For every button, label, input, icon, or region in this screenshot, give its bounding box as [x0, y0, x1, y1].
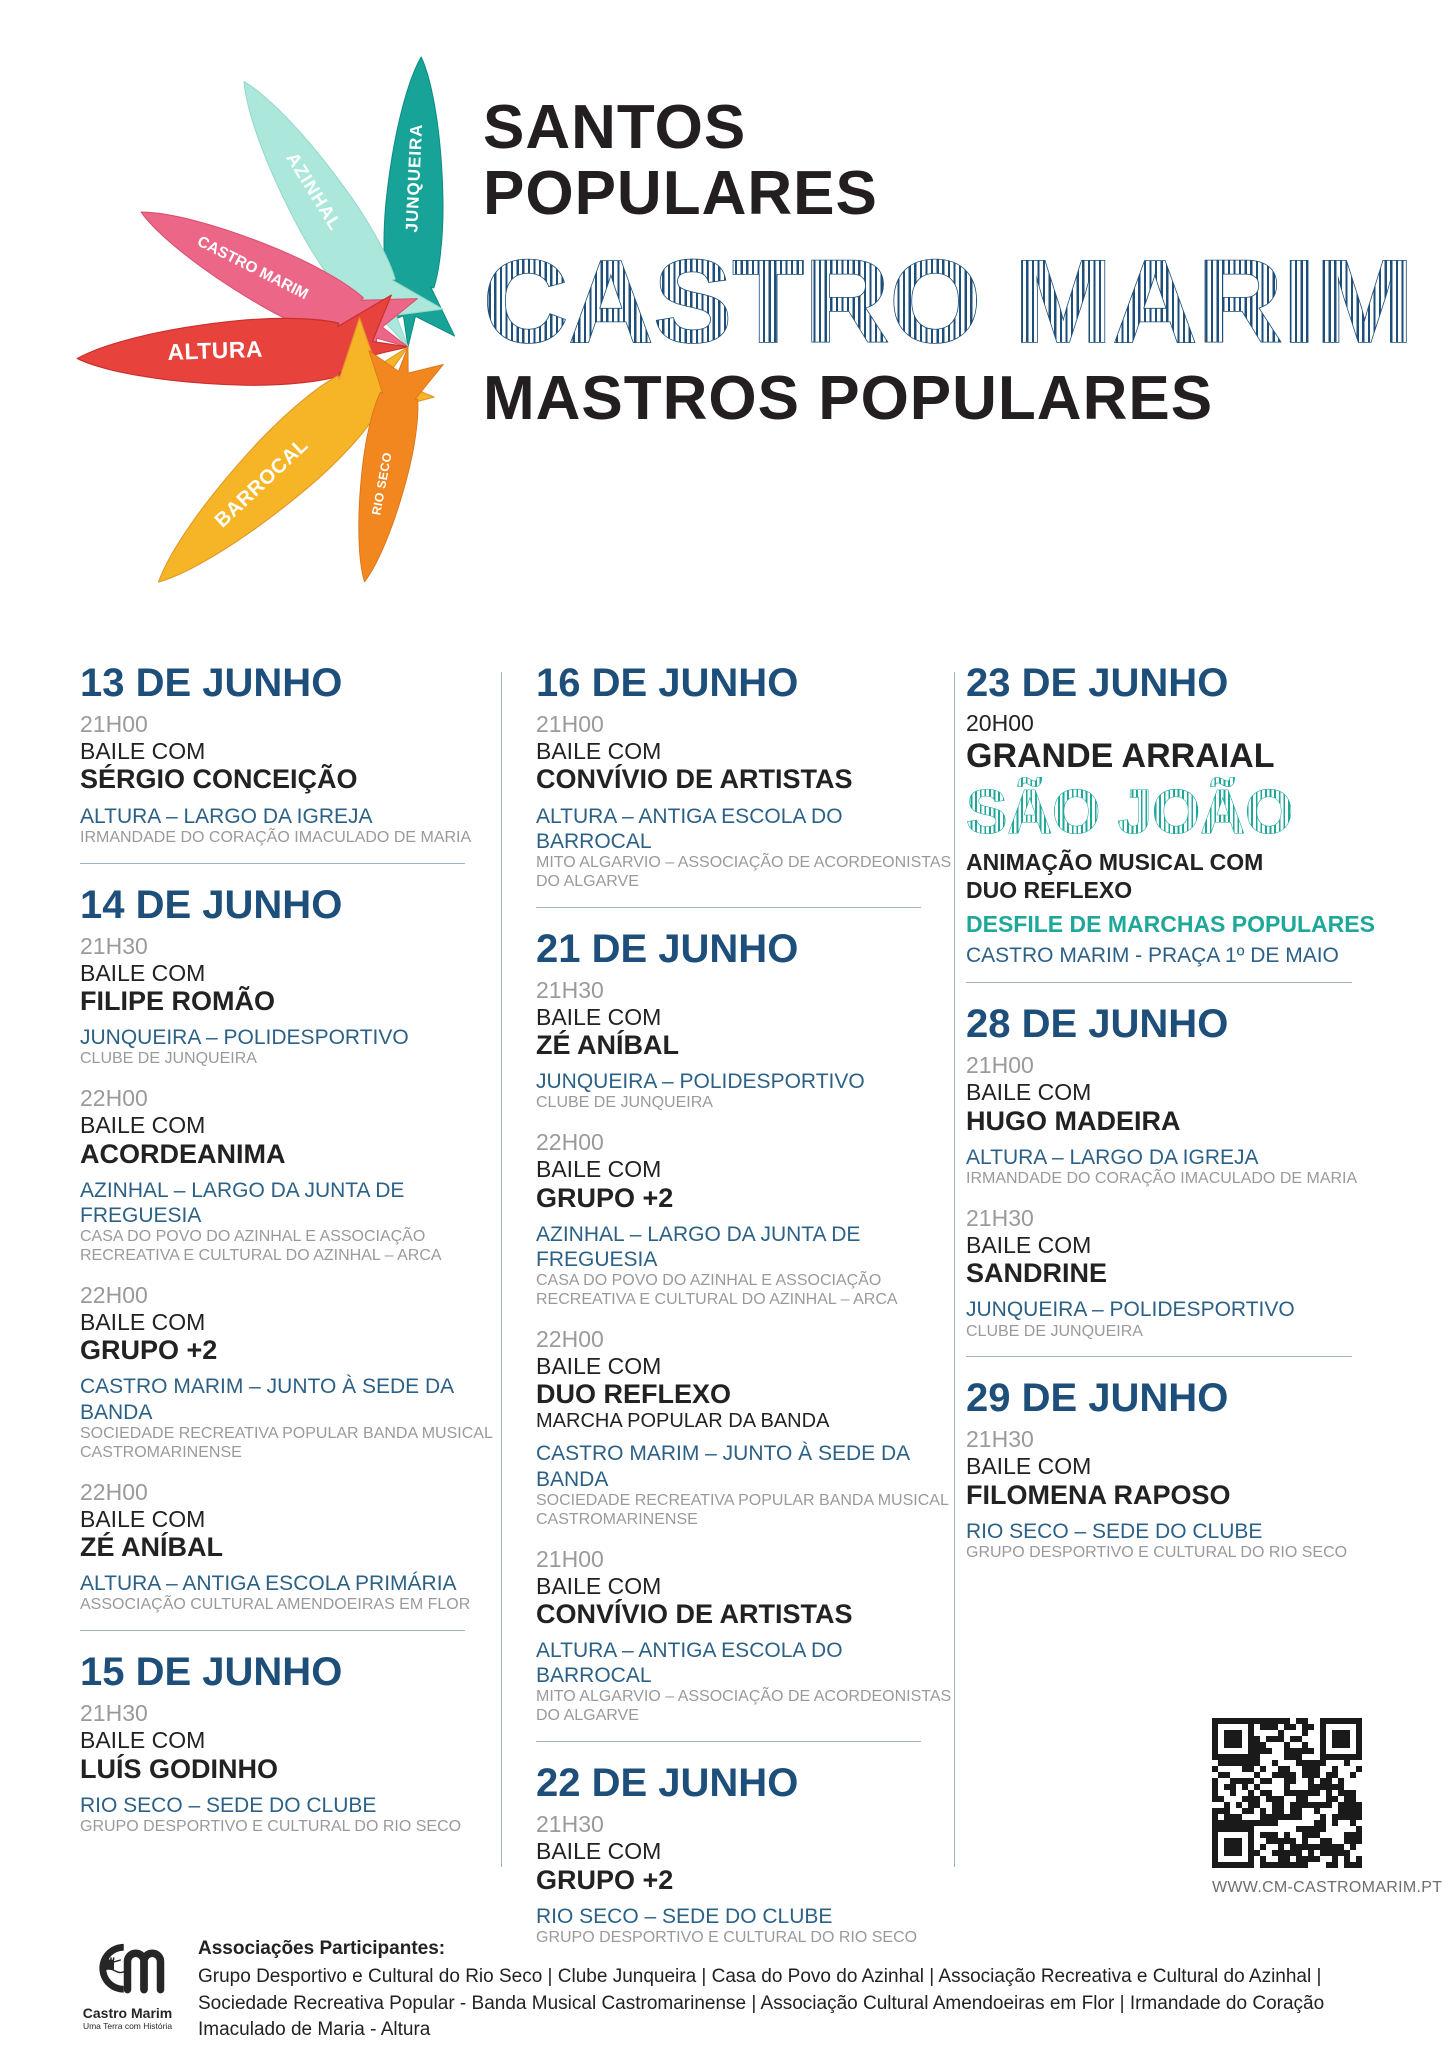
svg-text:ALTURA: ALTURA: [167, 336, 263, 365]
